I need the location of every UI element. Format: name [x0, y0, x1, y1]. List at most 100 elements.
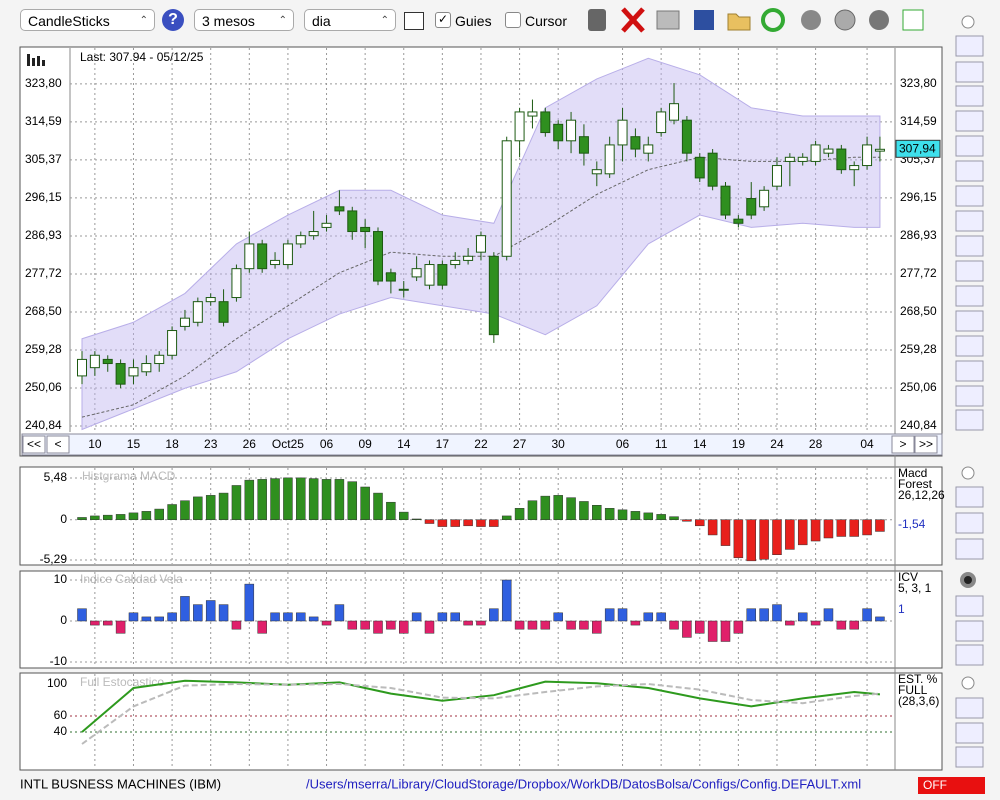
side-button[interactable] — [955, 185, 984, 207]
side-button[interactable] — [955, 486, 984, 508]
nav-label[interactable]: < — [54, 437, 61, 451]
y-tick-label: 268,50 — [900, 304, 937, 318]
nav-button[interactable] — [46, 435, 70, 454]
hist-bar — [463, 620, 473, 626]
nav-button[interactable] — [891, 435, 915, 454]
candle-body — [617, 119, 628, 146]
side-button[interactable] — [955, 595, 984, 617]
chart-type-select[interactable]: CandleSticks — [20, 9, 155, 32]
candle-body — [810, 144, 821, 162]
nav-label[interactable]: >> — [919, 437, 933, 451]
side-button[interactable] — [955, 210, 984, 232]
candle-body — [192, 301, 203, 323]
globe-icon[interactable] — [801, 10, 821, 30]
side-button[interactable] — [955, 135, 984, 157]
side-button[interactable] — [955, 61, 984, 83]
candle-body — [874, 148, 885, 152]
side-button[interactable] — [955, 620, 984, 642]
side-button[interactable] — [955, 385, 984, 407]
hist-bar — [102, 514, 113, 520]
candle-body — [167, 330, 178, 356]
euro-icon[interactable] — [834, 9, 856, 31]
side-button[interactable] — [955, 160, 984, 182]
hist-bar — [669, 620, 679, 630]
cursor-checkbox[interactable] — [505, 12, 521, 28]
chart-icon[interactable] — [404, 12, 424, 30]
hist-bar — [489, 519, 499, 527]
side-button[interactable] — [955, 512, 984, 534]
side-button[interactable] — [955, 538, 984, 560]
candle-body — [89, 354, 100, 369]
legend-text: (28,3,6) — [898, 694, 939, 708]
hist-bar — [450, 519, 460, 527]
side-button[interactable] — [955, 310, 984, 332]
open-icon[interactable] — [727, 13, 751, 31]
interval-select[interactable]: dia — [304, 9, 396, 32]
radio[interactable] — [961, 466, 975, 480]
status-box — [918, 777, 985, 794]
nav-button[interactable] — [914, 435, 938, 454]
hist-bar — [373, 492, 383, 520]
side-button[interactable] — [955, 697, 984, 719]
side-button[interactable] — [955, 110, 984, 132]
candle-body — [488, 255, 499, 336]
hist-bar — [579, 620, 589, 630]
bars-icon — [27, 54, 45, 66]
legend-text: FULL — [898, 683, 928, 697]
delete-icon[interactable] — [621, 7, 645, 33]
settings-icon[interactable] — [869, 10, 889, 30]
x-tick-label: Oct25 — [272, 437, 304, 451]
side-button[interactable] — [955, 360, 984, 382]
hist-bar — [617, 509, 628, 520]
guides-checkbox[interactable]: ✓ — [435, 12, 451, 28]
hist-bar — [604, 508, 615, 520]
radio[interactable] — [961, 676, 975, 690]
candle-body — [179, 317, 190, 327]
nav-label[interactable]: << — [27, 437, 41, 451]
side-button[interactable] — [955, 85, 984, 107]
side-button[interactable] — [955, 235, 984, 257]
hist-bar — [115, 514, 126, 520]
candle-body — [669, 103, 680, 121]
candle-body — [321, 222, 332, 228]
hist-bar — [501, 579, 512, 622]
hist-bar — [759, 519, 769, 560]
guides-label: Guies — [455, 13, 492, 29]
hist-bar — [604, 608, 615, 622]
candle-body — [205, 297, 216, 303]
side-button[interactable] — [955, 409, 984, 431]
side-button[interactable] — [955, 335, 984, 357]
hist-bar — [399, 511, 409, 520]
side-button[interactable] — [955, 260, 984, 282]
help-button[interactable]: ? — [162, 9, 184, 31]
status: OFF — [923, 778, 947, 792]
hist-bar — [308, 478, 319, 520]
candle-body — [347, 210, 358, 233]
refresh-icon[interactable] — [761, 8, 785, 32]
period-select[interactable]: 3 mesos — [194, 9, 294, 32]
y-tick-label: 10 — [54, 572, 68, 586]
y-tick-label: -10 — [50, 654, 68, 668]
radio[interactable] — [960, 572, 976, 588]
nav-label[interactable]: > — [899, 437, 906, 451]
save-icon[interactable] — [694, 10, 714, 30]
hist-bar — [360, 620, 370, 630]
trash-icon[interactable] — [588, 9, 606, 31]
print-icon[interactable] — [656, 10, 680, 30]
hist-bar — [514, 620, 525, 630]
candle-body — [398, 288, 409, 291]
side-button[interactable] — [955, 644, 984, 666]
side-button[interactable] — [955, 285, 984, 307]
main-panel — [19, 46, 943, 457]
nav-button[interactable] — [22, 435, 46, 454]
y-tick-label: 0 — [60, 613, 67, 627]
side-button[interactable] — [955, 746, 984, 768]
hist-bar — [553, 495, 563, 520]
calendar-icon[interactable] — [902, 9, 924, 31]
hist-bar — [180, 596, 190, 622]
hist-bar — [424, 519, 435, 524]
hist-bar — [77, 608, 87, 622]
hist-bar — [514, 508, 525, 520]
y-tick-label: 100 — [47, 676, 67, 690]
side-button[interactable] — [955, 722, 984, 744]
